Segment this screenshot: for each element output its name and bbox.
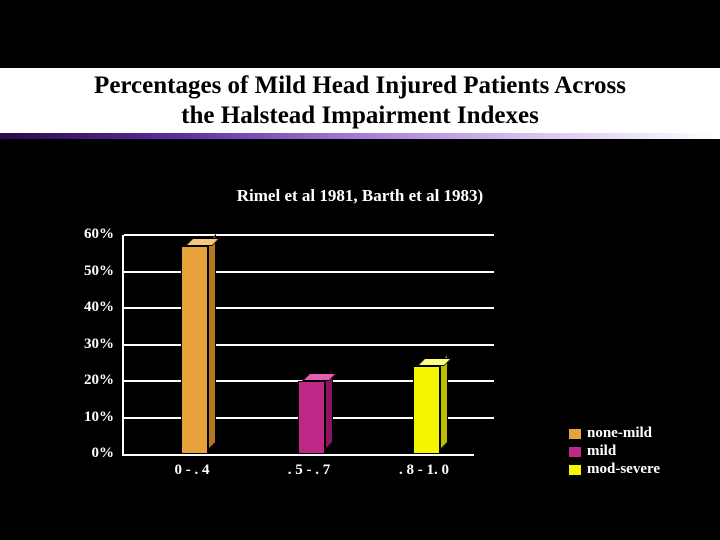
y-tick-label: 50% [68,263,114,280]
legend-item: mod-severe [568,461,660,478]
title-underline [0,133,720,139]
legend-swatch [568,464,582,476]
bar [181,246,208,454]
title-line-1: Percentages of Mild Head Injured Patient… [0,71,720,101]
y-tick-label: 30% [68,336,114,353]
legend-swatch [568,428,582,440]
subtitle: Rimel et al 1981, Barth et al 1983) [0,186,720,206]
bar-side [325,369,333,450]
legend-label: mod-severe [587,461,660,478]
bar-face [298,381,325,454]
legend-swatch [568,446,582,458]
slide: Percentages of Mild Head Injured Patient… [0,0,720,540]
bar [298,381,325,454]
y-tick-label: 0% [68,445,114,462]
y-tick-label: 60% [68,226,114,243]
y-tick-label: 20% [68,372,114,389]
bar-side [208,234,216,450]
plot-area [122,235,474,456]
y-tick-label: 10% [68,409,114,426]
bar [413,366,440,454]
legend-item: none-mild [568,425,660,442]
legend-label: mild [587,443,616,460]
gridline [124,344,494,346]
bar-chart: 0% 10% 20% 30% 40% 50% 60% 0 - . 4 . 5 - . 7 . 8 … [64,225,534,485]
legend-item: mild [568,443,660,460]
bar-face [413,366,440,454]
y-tick-label: 40% [68,299,114,316]
x-tick-label: . 5 - . 7 [264,462,354,479]
bar-face [181,246,208,454]
bar-side [440,354,448,450]
gridline [124,271,494,273]
gridline [124,307,494,309]
x-tick-label: . 8 - 1. 0 [379,462,469,479]
x-tick-label: 0 - . 4 [147,462,237,479]
title-line-2: the Halstead Impairment Indexes [0,101,720,131]
title-block: Percentages of Mild Head Injured Patient… [0,68,720,139]
gridline [124,234,494,236]
legend: none-mildmildmod-severe [568,425,660,479]
legend-label: none-mild [587,425,652,442]
